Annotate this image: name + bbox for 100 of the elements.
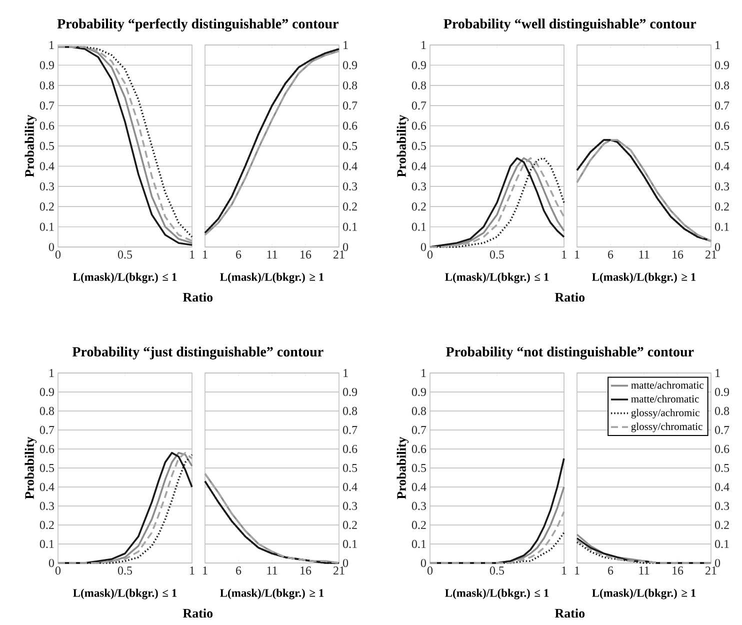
y-tick-label: 0.5	[714, 464, 730, 472]
x-tick-label: 1	[562, 250, 566, 258]
y-tick-label: 0.9	[412, 388, 426, 396]
y-tick-label: 0.5	[40, 142, 54, 150]
x-tick-label: 1	[203, 566, 208, 574]
y-tick-label: 0.6	[40, 122, 54, 130]
y-tick-label: 0.2	[412, 202, 426, 211]
y-tick-label: 0.9	[714, 61, 730, 70]
y-tick-label: 0.5	[40, 464, 54, 472]
y-tick-label: 1	[716, 41, 720, 49]
y-tick-label: 0.7	[342, 102, 358, 110]
y-tick-label: 0.3	[342, 502, 358, 510]
y-tick-label: 0.6	[40, 444, 54, 454]
x-tick-label: 0	[55, 566, 61, 575]
y-tick-label: 0.9	[342, 388, 358, 396]
y-tick-label: 0.7	[342, 426, 358, 434]
x-tick-label: 1	[575, 566, 580, 574]
y-tick-label: 0.7	[714, 426, 730, 434]
y-tick-label: 0.6	[412, 444, 426, 454]
y-tick-label: 0	[48, 558, 54, 568]
y-tick-label: 0	[714, 558, 720, 568]
x-axis-title: L(mask)/L(bkgr.) ≤ 1	[73, 272, 177, 284]
x-tick-label: 0	[427, 566, 433, 575]
x-tick-label: 1	[203, 250, 208, 258]
y-axis-title: Probability	[24, 436, 37, 500]
chart-title: Probability “perfectly distinguishable” contour	[57, 18, 338, 32]
x-tick-label: 0	[427, 250, 433, 259]
y-axis-title: Probability	[396, 114, 409, 178]
y-tick-label: 0.9	[40, 61, 54, 70]
y-tick-label: 0.4	[40, 162, 54, 170]
x-tick-label: 6	[608, 250, 614, 259]
y-tick-label: 0.5	[412, 464, 426, 472]
x-tick-label: 21	[706, 566, 716, 574]
legend-label: matte/achromatic	[631, 381, 704, 389]
text: Ratio	[554, 608, 585, 618]
x-axis-title: L(mask)/L(bkgr.) ≥ 1	[592, 272, 696, 284]
y-tick-label: 0.1	[714, 222, 729, 231]
y-tick-label: 0.3	[412, 502, 426, 510]
y-tick-label: 0.4	[714, 482, 730, 492]
y-tick-label: 0.8	[714, 406, 730, 416]
y-tick-label: 0.8	[412, 81, 426, 90]
y-tick-label: 0.6	[412, 122, 426, 130]
y-tick-label: 0.7	[412, 102, 426, 110]
text: Ratio	[554, 292, 585, 302]
x-tick-label: 11	[639, 566, 650, 574]
x-tick-label: 0	[55, 250, 61, 259]
x-tick-label: 0.5	[118, 566, 132, 575]
y-tick-label: 0.7	[40, 426, 54, 434]
y-tick-label: 0.2	[40, 202, 54, 211]
y-tick-label: 0	[342, 242, 348, 252]
y-tick-label: 0.3	[342, 182, 358, 190]
y-tick-label: 1	[50, 369, 54, 377]
y-tick-label: 0.4	[40, 482, 54, 492]
y-tick-label: 0.2	[342, 520, 357, 530]
x-tick-label: 0.5	[118, 250, 132, 259]
y-tick-label: 0.6	[714, 444, 730, 454]
y-tick-label: 0.3	[412, 182, 426, 190]
y-tick-label: 0.8	[342, 81, 358, 90]
x-tick-label: 21	[706, 250, 716, 258]
y-tick-label: 0.7	[412, 426, 426, 434]
x-tick-label: 1	[575, 250, 580, 258]
y-tick-label: 0.1	[412, 222, 426, 231]
y-tick-label: 0.8	[40, 406, 54, 416]
y-tick-label: 0.2	[412, 520, 426, 530]
y-tick-label: 0.9	[714, 388, 730, 396]
y-tick-label: 0.5	[412, 142, 426, 150]
y-tick-label: 0.2	[40, 520, 54, 530]
y-tick-label: 0.1	[342, 222, 357, 231]
y-tick-label: 1	[716, 369, 720, 377]
x-axis-title: L(mask)/L(bkgr.) ≤ 1	[445, 272, 549, 284]
y-tick-label: 0.3	[40, 182, 54, 190]
y-tick-label: 0.3	[714, 502, 730, 510]
y-tick-label: 0.8	[40, 81, 54, 90]
y-tick-label: 0.2	[714, 520, 729, 530]
y-tick-label: 0.3	[40, 502, 54, 510]
y-tick-label: 0.4	[714, 162, 730, 170]
chart-title: Probability “not distinguishable” contour	[446, 346, 694, 360]
y-axis-title: Probability	[396, 436, 409, 500]
y-tick-label: 0.1	[714, 540, 729, 548]
y-tick-label: 0.5	[342, 142, 358, 150]
text: Ratio	[182, 292, 213, 302]
y-tick-label: 0.9	[40, 388, 54, 396]
x-tick-label: 16	[672, 250, 684, 259]
line-series	[576, 139, 712, 242]
legend-label: glossy/chromatic	[631, 422, 702, 432]
y-tick-label: 0.8	[412, 406, 426, 416]
chart-title: Probability “just distinguishable” contour	[72, 346, 324, 360]
y-tick-label: 1	[50, 41, 54, 49]
y-tick-label: 0.6	[342, 444, 358, 454]
x-tick-label: 21	[334, 250, 344, 258]
y-tick-label: 0.9	[412, 61, 426, 70]
x-axis-title: L(mask)/L(bkgr.) ≤ 1	[445, 588, 549, 600]
y-tick-label: 0.6	[342, 122, 358, 130]
x-tick-label: 1	[190, 566, 194, 574]
y-tick-label: 0.5	[342, 464, 358, 472]
x-axis-title: L(mask)/L(bkgr.) ≥ 1	[220, 272, 324, 284]
y-tick-label: 0.5	[714, 142, 730, 150]
y-tick-label: 0.2	[342, 202, 357, 211]
y-tick-label: 0	[48, 242, 54, 252]
y-tick-label: 0	[420, 558, 426, 568]
